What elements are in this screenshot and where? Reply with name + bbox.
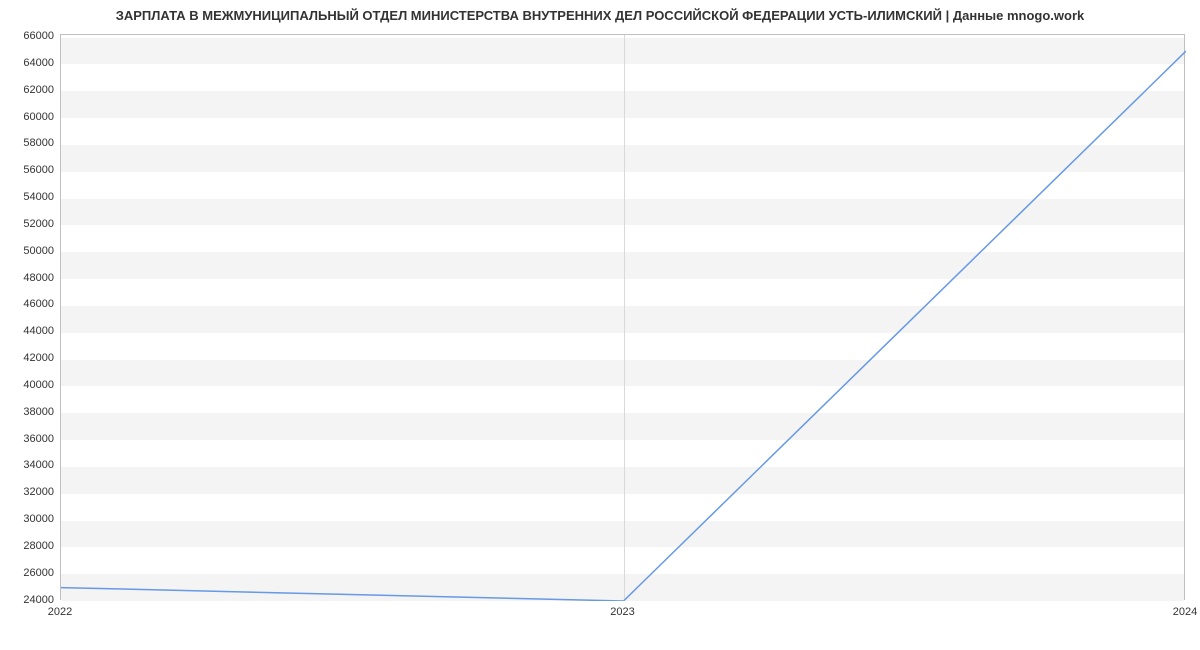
salary-line-chart: ЗАРПЛАТА В МЕЖМУНИЦИПАЛЬНЫЙ ОТДЕЛ МИНИСТ… <box>0 0 1200 650</box>
y-tick-label: 42000 <box>23 352 54 364</box>
y-tick-label: 38000 <box>23 406 54 418</box>
y-tick-label: 40000 <box>23 379 54 391</box>
y-tick-label: 58000 <box>23 137 54 149</box>
y-tick-label: 28000 <box>23 540 54 552</box>
y-tick-label: 66000 <box>23 30 54 42</box>
y-tick-label: 64000 <box>23 57 54 69</box>
series-layer <box>61 35 1186 601</box>
x-tick-label: 2022 <box>40 606 80 618</box>
y-tick-label: 54000 <box>23 191 54 203</box>
y-tick-label: 46000 <box>23 298 54 310</box>
y-tick-label: 62000 <box>23 84 54 96</box>
y-tick-label: 32000 <box>23 486 54 498</box>
x-tick-label: 2024 <box>1165 606 1200 618</box>
y-tick-label: 36000 <box>23 433 54 445</box>
y-tick-label: 50000 <box>23 245 54 257</box>
y-tick-label: 56000 <box>23 164 54 176</box>
y-tick-label: 44000 <box>23 325 54 337</box>
series-salary <box>61 51 1186 601</box>
chart-title: ЗАРПЛАТА В МЕЖМУНИЦИПАЛЬНЫЙ ОТДЕЛ МИНИСТ… <box>0 8 1200 23</box>
y-tick-label: 52000 <box>23 218 54 230</box>
y-tick-label: 48000 <box>23 272 54 284</box>
y-tick-label: 26000 <box>23 567 54 579</box>
y-tick-label: 24000 <box>23 594 54 606</box>
y-tick-label: 30000 <box>23 513 54 525</box>
plot-area <box>60 34 1185 600</box>
y-tick-label: 34000 <box>23 459 54 471</box>
y-tick-label: 60000 <box>23 111 54 123</box>
x-tick-label: 2023 <box>603 606 643 618</box>
